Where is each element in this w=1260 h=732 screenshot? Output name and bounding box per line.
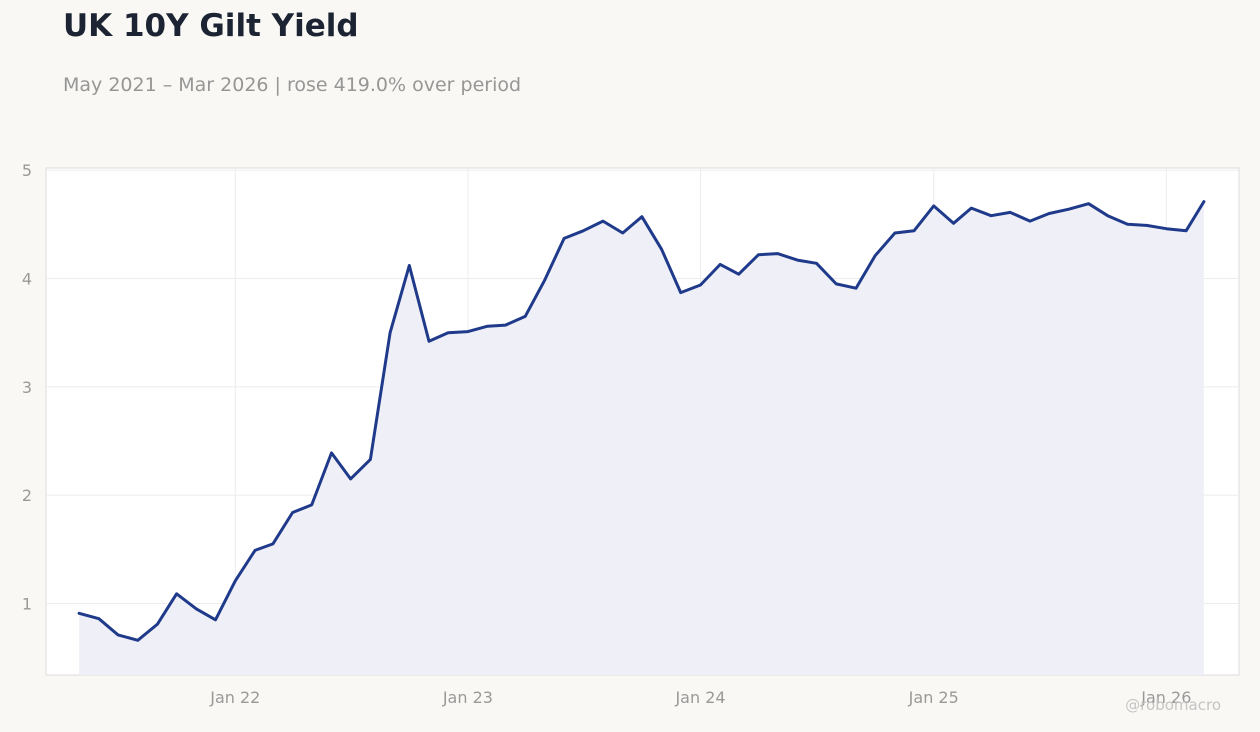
data-point [291, 511, 294, 514]
data-point [719, 263, 722, 266]
data-point [660, 248, 663, 251]
chart-title: UK 10Y Gilt Yield [63, 8, 359, 44]
data-point [1047, 212, 1051, 215]
area-layer [79, 201, 1204, 675]
x-tick-label: Jan 24 [674, 688, 725, 707]
data-point [77, 612, 81, 615]
data-point [737, 273, 740, 276]
x-tick-label: Jan 22 [209, 688, 260, 707]
data-point [504, 323, 507, 327]
data-point [796, 258, 799, 262]
y-tick-label: 3 [22, 378, 32, 397]
data-point [543, 279, 546, 282]
data-point [349, 477, 352, 481]
data-point [97, 617, 101, 620]
data-point [427, 340, 431, 343]
data-point [330, 451, 333, 455]
data-point [466, 330, 470, 333]
data-point [195, 607, 198, 611]
data-point [388, 331, 392, 334]
data-point [893, 231, 897, 235]
data-point [776, 252, 779, 255]
watermark: @robomacro [1125, 696, 1221, 714]
data-point [699, 283, 702, 287]
data-point [310, 503, 313, 507]
x-tick-label: Jan 25 [908, 688, 959, 707]
y-tick-label: 1 [22, 595, 32, 614]
x-tick-label: Jan 23 [442, 688, 493, 707]
data-point [116, 633, 120, 637]
series-area [79, 201, 1204, 675]
data-point [835, 282, 838, 286]
data-point [1165, 227, 1168, 230]
data-point [369, 458, 372, 461]
data-point [156, 622, 159, 626]
data-point [408, 264, 411, 267]
data-point [970, 206, 973, 210]
data-point [1126, 223, 1129, 226]
data-point [1184, 229, 1188, 232]
data-point [1202, 200, 1206, 203]
data-point [640, 215, 644, 218]
data-point [912, 229, 916, 232]
data-point [1106, 214, 1109, 217]
data-point [621, 231, 624, 235]
data-point [1009, 211, 1012, 214]
data-point [214, 618, 217, 621]
data-point [234, 579, 237, 582]
data-point [446, 331, 450, 334]
data-point [562, 237, 566, 240]
y-axis-ticks: 1 2 3 4 5 [22, 161, 32, 613]
data-point [486, 325, 489, 328]
data-point [854, 287, 858, 290]
data-point [175, 592, 178, 595]
x-axis-ticks: Jan 22 Jan 23 Jan 24 Jan 25 Jan 26 [209, 688, 1191, 707]
data-point [932, 204, 935, 208]
chart-subtitle: May 2021 – Mar 2026 | rose 419.0% over p… [63, 74, 522, 96]
data-point [1028, 219, 1032, 223]
data-point [679, 291, 682, 294]
data-point [271, 542, 275, 546]
data-point [601, 219, 605, 223]
data-point [873, 254, 877, 257]
data-point [989, 214, 993, 217]
y-tick-label: 4 [22, 270, 32, 289]
data-point [952, 222, 955, 225]
y-tick-label: 2 [22, 486, 32, 505]
data-point [1067, 208, 1071, 211]
data-point [582, 229, 585, 232]
data-point [1145, 224, 1148, 227]
data-point [757, 253, 760, 256]
data-point [524, 315, 527, 318]
y-tick-label: 5 [22, 161, 32, 180]
data-point [1087, 202, 1090, 205]
data-point [253, 549, 257, 552]
x-tick-label: Jan 26 [1140, 688, 1191, 707]
data-point [136, 639, 139, 642]
data-point [815, 262, 818, 265]
line-layer [77, 200, 1206, 642]
